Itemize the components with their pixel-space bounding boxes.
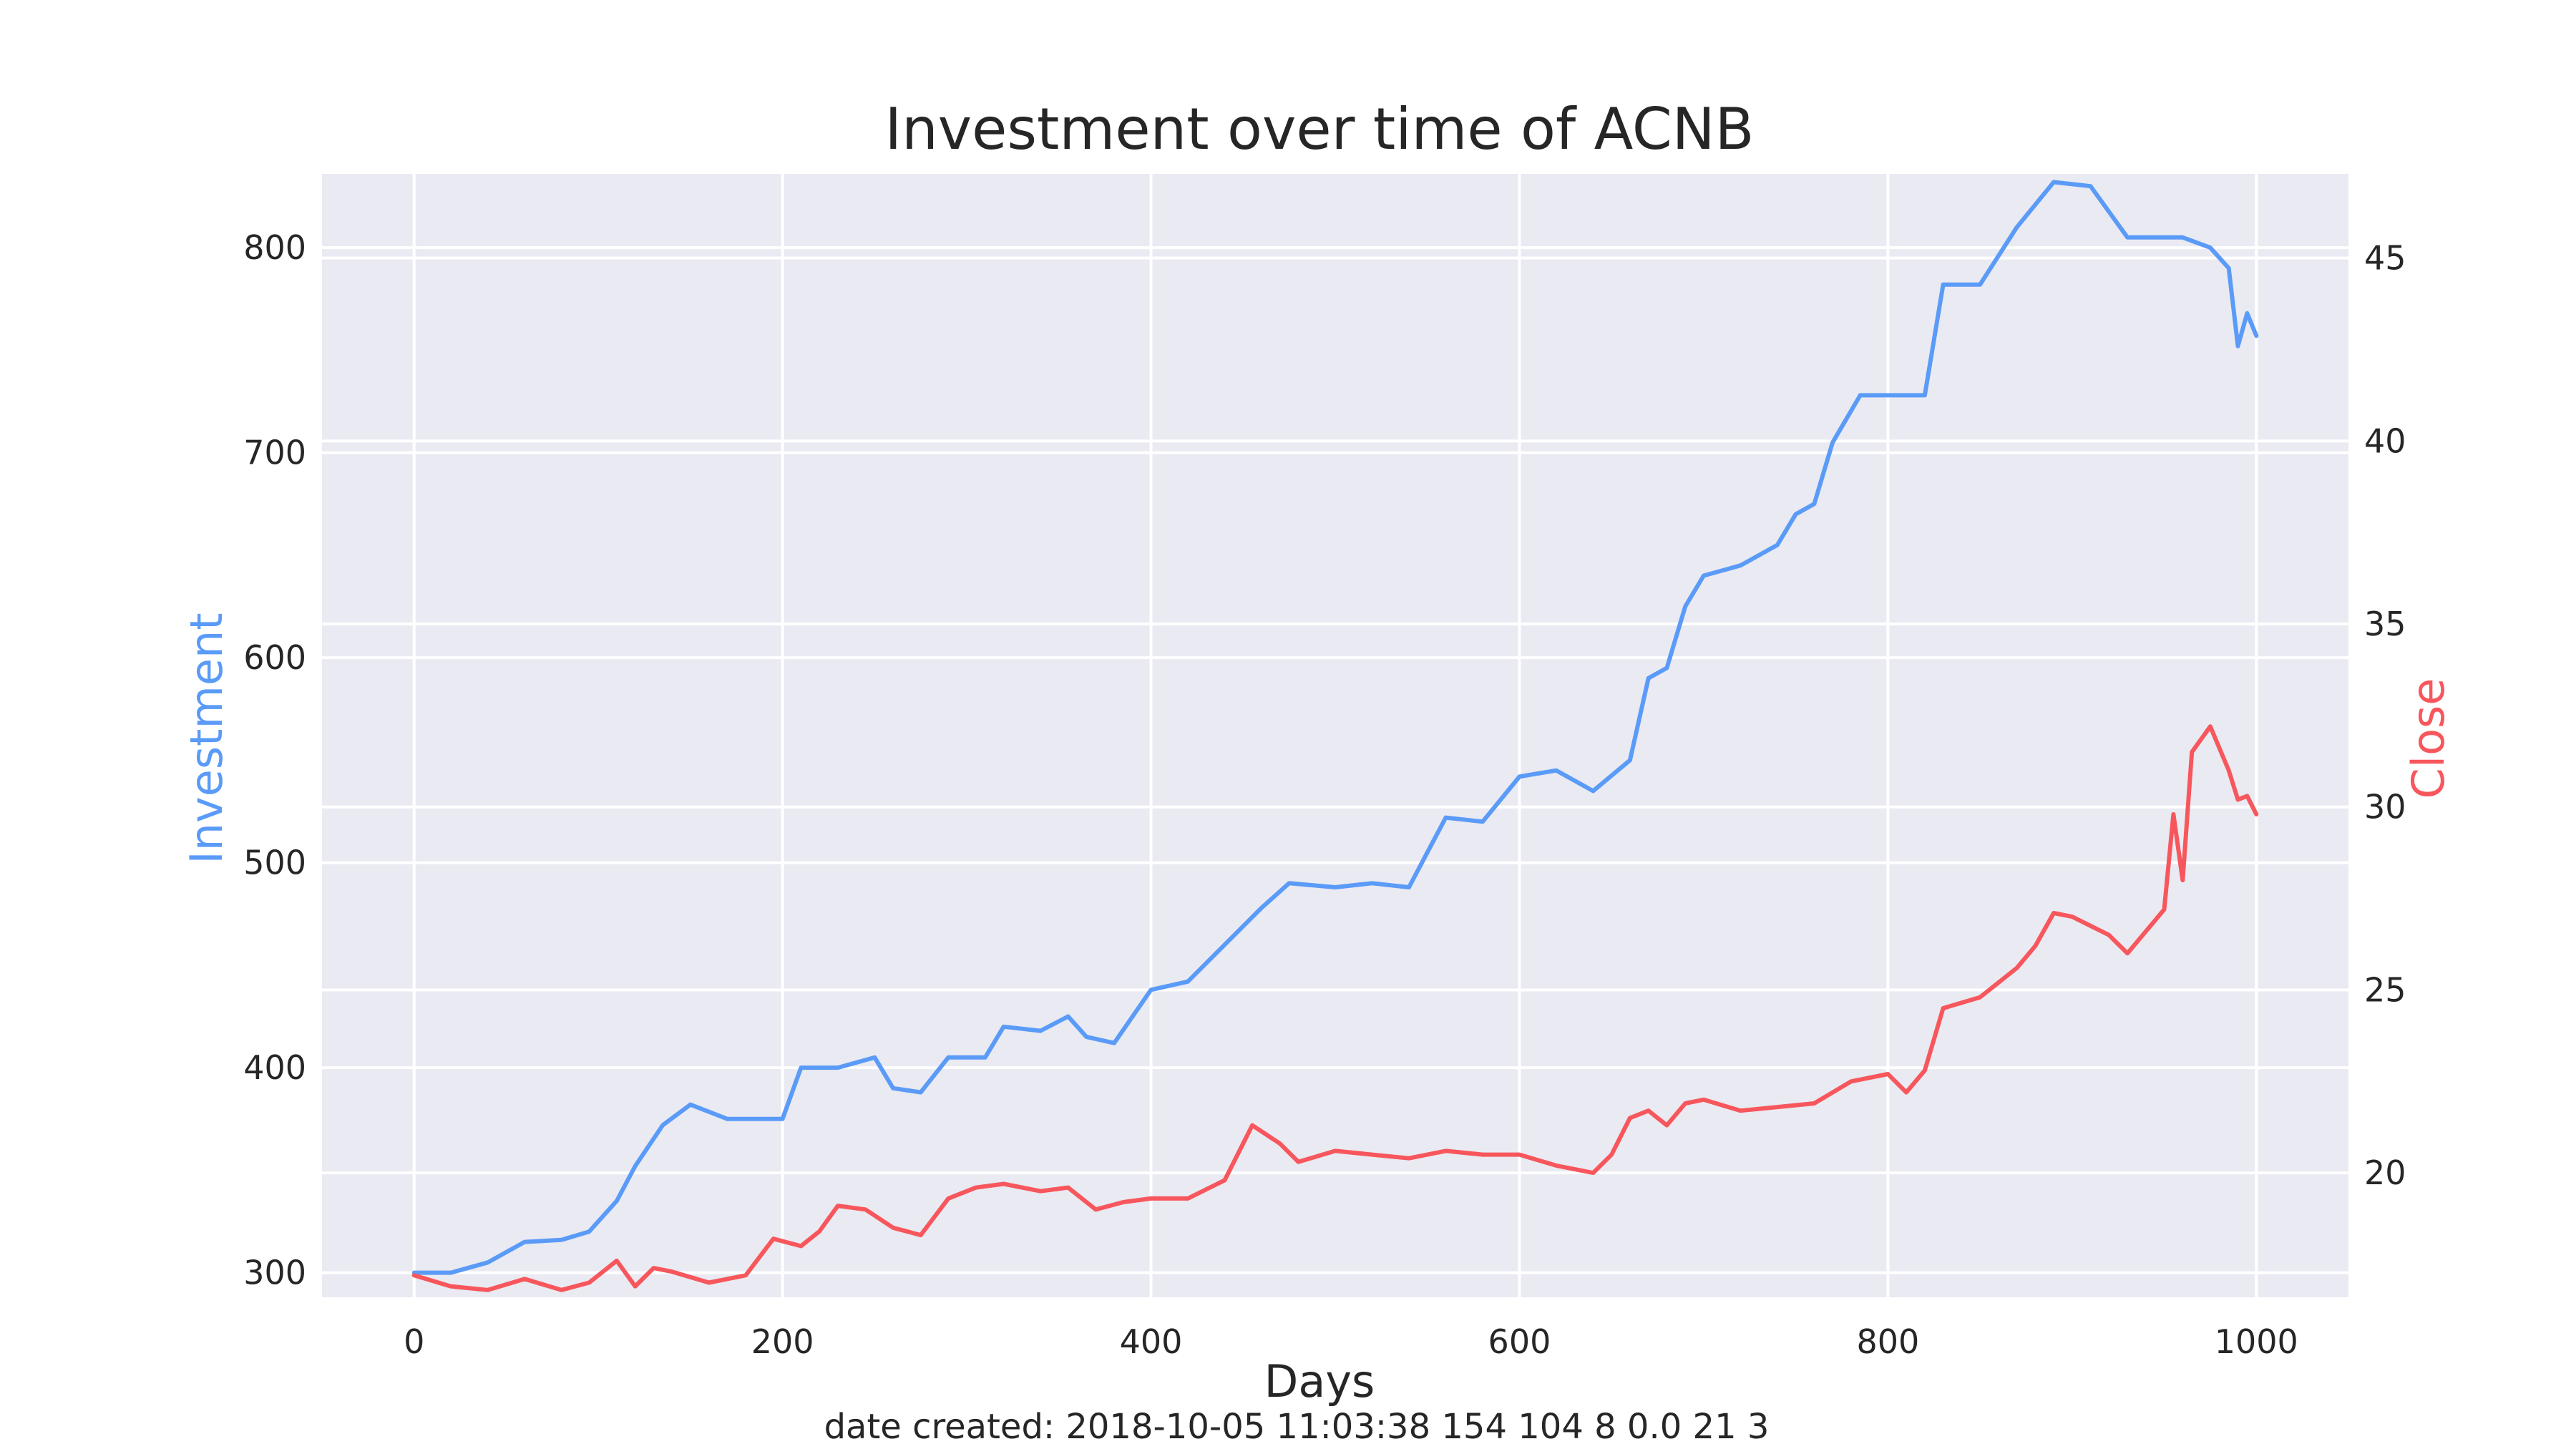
left-y-tick-label: 800 xyxy=(243,228,306,267)
x-tick-label: 600 xyxy=(1488,1322,1551,1361)
x-tick-label: 800 xyxy=(1856,1322,1919,1361)
right-y-tick-label: 20 xyxy=(2364,1153,2406,1192)
grid-lines xyxy=(322,174,2348,1297)
chart-title: Investment over time of ACNB xyxy=(885,96,1755,162)
left-y-tick-label: 600 xyxy=(243,638,306,677)
plot-area xyxy=(322,174,2348,1297)
tick-labels: 0 200 400 600 800 1000 300 400 500 600 700 800 20 25 3… xyxy=(243,228,2406,1361)
x-tick-label: 1000 xyxy=(2215,1322,2298,1361)
investment-series-line xyxy=(411,180,2259,1275)
right-y-tick-label: 35 xyxy=(2364,605,2406,643)
right-y-tick-label: 30 xyxy=(2364,788,2406,826)
right-y-axis-label: Close xyxy=(2402,678,2454,799)
x-tick-label: 400 xyxy=(1120,1322,1183,1361)
close-series-line xyxy=(411,724,2259,1292)
left-y-tick-label: 500 xyxy=(243,844,306,882)
right-y-tick-label: 25 xyxy=(2364,970,2406,1009)
left-y-axis-label: Investment xyxy=(180,613,233,864)
x-tick-label: 0 xyxy=(404,1322,424,1361)
left-y-tick-label: 300 xyxy=(243,1254,306,1292)
right-y-tick-label: 45 xyxy=(2364,239,2406,278)
x-axis-label: Days xyxy=(1264,1355,1375,1407)
x-tick-label: 200 xyxy=(751,1322,814,1361)
left-y-tick-label: 700 xyxy=(243,434,306,472)
series-lines xyxy=(411,180,2259,1292)
right-y-tick-label: 40 xyxy=(2364,421,2406,460)
left-y-tick-label: 400 xyxy=(243,1048,306,1087)
date-created-footnote: date created: 2018-10-05 11:03:38 154 10… xyxy=(824,1407,1770,1447)
